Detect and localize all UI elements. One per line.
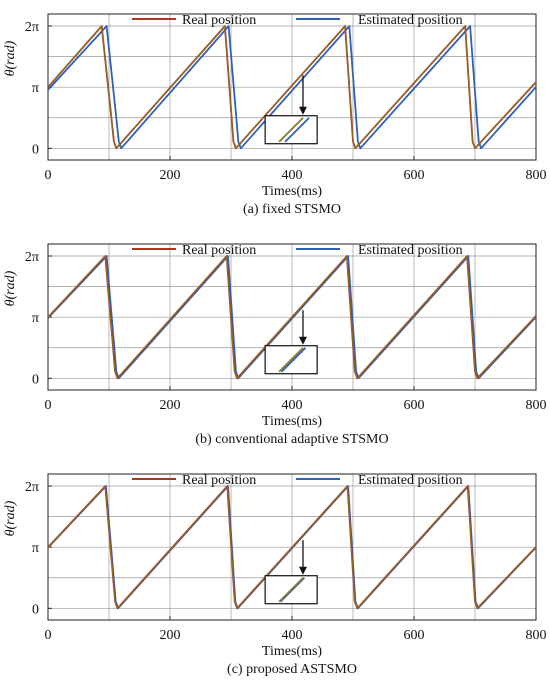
zoom-inset-estimated-line (284, 117, 310, 143)
panel-b: 0 200 400 600 800 0 π 2π θ(rad) Times(ms) (b) conv… (3, 243, 547, 447)
y-axis-label: θ(rad) (3, 40, 18, 76)
zoom-arrow-head (298, 106, 307, 115)
x-tick-label: 0 (45, 628, 52, 643)
zoom-inset-real-line (278, 347, 304, 373)
series-overlap-line (47, 254, 537, 380)
x-tick-label: 600 (404, 168, 425, 183)
x-tick-label: 400 (282, 398, 303, 413)
x-tick-label: 0 (45, 398, 52, 413)
y-tick-label: 0 (32, 142, 39, 157)
legend-label-real-position: Real position (182, 13, 256, 28)
zoom-inset-box (264, 345, 318, 375)
legend-label-estimated-position: Estimated position (358, 243, 463, 258)
zoom-arrow-head (298, 566, 307, 575)
x-axis-label: Times(ms) (262, 414, 323, 429)
series-overlap-line (47, 24, 537, 150)
panel-caption: (a) fixed STSMO (243, 202, 341, 217)
x-tick-label: 200 (160, 398, 181, 413)
zoom-inset-estimated-line (280, 347, 307, 373)
y-axis-label: θ(rad) (3, 500, 18, 536)
panel-a: 0 200 400 600 800 0 π 2π θ(rad) Times(ms) (a) fixe… (3, 13, 547, 217)
zoom-inset-real-line (278, 117, 304, 143)
panel-caption: (b) conventional adaptive STSMO (195, 432, 388, 447)
zoom-inset-real-line (278, 577, 304, 603)
panel-caption: (c) proposed ASTSMO (227, 662, 357, 677)
series-line-estimated-position (47, 25, 537, 150)
x-tick-label: 800 (526, 628, 547, 643)
x-tick-label: 400 (282, 168, 303, 183)
legend-label-estimated-position: Estimated position (358, 13, 463, 28)
x-tick-label: 200 (160, 168, 181, 183)
legend-label-real-position: Real position (182, 473, 256, 488)
y-tick-label: 0 (32, 372, 39, 387)
y-tick-label: 0 (32, 602, 39, 617)
y-tick-label: π (32, 311, 39, 326)
series-overlap-line (47, 484, 537, 610)
x-tick-label: 800 (526, 168, 547, 183)
y-axis-label: θ(rad) (3, 270, 18, 306)
x-tick-label: 400 (282, 628, 303, 643)
y-tick-label: 2π (25, 480, 39, 495)
y-tick-label: 2π (25, 20, 39, 35)
x-tick-label: 800 (526, 398, 547, 413)
x-axis-label: Times(ms) (262, 184, 323, 199)
x-tick-label: 600 (404, 398, 425, 413)
legend-label-estimated-position: Estimated position (358, 473, 463, 488)
y-tick-label: 2π (25, 250, 39, 265)
x-axis-label: Times(ms) (262, 644, 323, 659)
x-tick-label: 0 (45, 168, 52, 183)
legend-label-real-position: Real position (182, 243, 256, 258)
y-tick-label: π (32, 541, 39, 556)
zoom-arrow-head (298, 336, 307, 345)
x-tick-label: 600 (404, 628, 425, 643)
panel-c: 0 200 400 600 800 0 π 2π θ(rad) Times(ms) (c) prop… (3, 473, 547, 677)
y-tick-label: π (32, 81, 39, 96)
x-tick-label: 200 (160, 628, 181, 643)
